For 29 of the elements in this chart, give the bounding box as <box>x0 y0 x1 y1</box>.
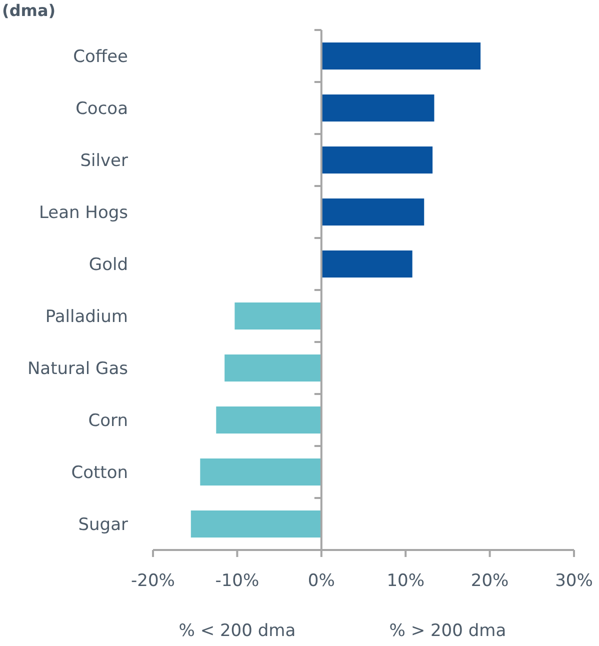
y-tick-label: Silver <box>80 150 128 171</box>
y-tick-label: Cotton <box>71 462 128 483</box>
y-tick-label: Palladium <box>45 306 128 327</box>
text: % > 200 dma <box>389 621 506 641</box>
x-tick-label: -10% <box>215 571 260 591</box>
text: % < 200 dma <box>178 621 296 641</box>
y-tick-label: Coffee <box>73 46 128 67</box>
bar <box>224 354 322 382</box>
chart-title: (dma) <box>2 1 56 20</box>
x-tick-label: -20% <box>131 571 175 591</box>
bar <box>234 302 322 330</box>
x-tick-label: 0% <box>308 571 335 591</box>
y-tick-label: Gold <box>88 254 128 275</box>
bar <box>321 42 481 70</box>
bar <box>321 146 433 174</box>
y-tick-label: Natural Gas <box>27 358 128 379</box>
y-tick-label: Sugar <box>78 514 128 535</box>
bar <box>190 510 322 538</box>
y-tick-label: Corn <box>88 410 128 431</box>
x-tick-label: 20% <box>470 571 509 591</box>
y-tick-label: Lean Hogs <box>38 202 128 223</box>
y-tick-label: Cocoa <box>76 98 128 119</box>
bar <box>321 94 434 122</box>
bar <box>200 458 322 486</box>
bar <box>321 198 424 226</box>
x-tick-label: 10% <box>386 571 424 591</box>
bar <box>321 250 412 278</box>
bar <box>216 406 322 434</box>
x-tick-label: 30% <box>555 571 593 591</box>
